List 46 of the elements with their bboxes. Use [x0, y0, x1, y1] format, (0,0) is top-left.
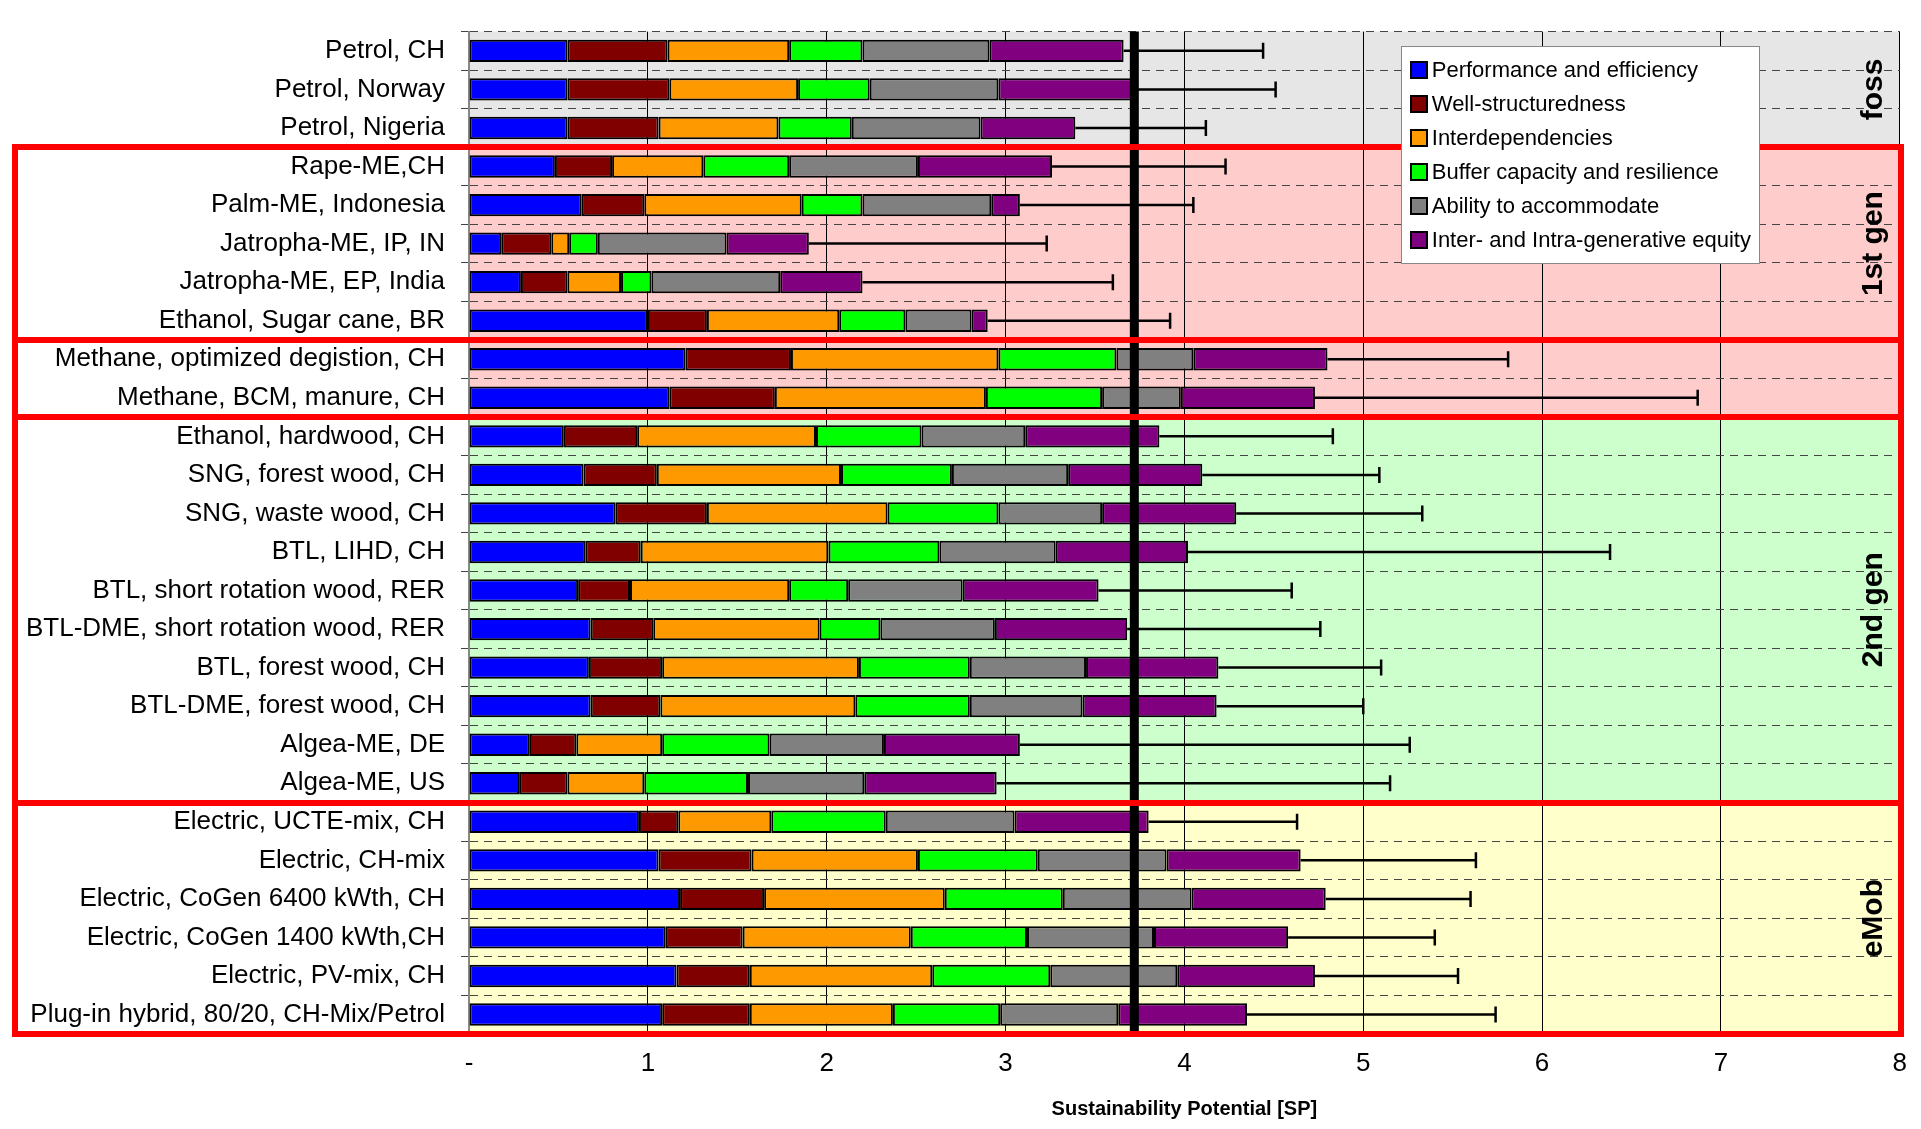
- y-tick-label: Petrol, Nigeria: [280, 111, 446, 142]
- x-tick-label: -: [464, 1046, 474, 1077]
- x-tick-label: 4: [1177, 1046, 1192, 1077]
- band-label: eMob: [1855, 879, 1889, 958]
- band-label: 2nd gen: [1855, 552, 1889, 668]
- y-tick-label: Electric, CoGen 6400 kWth, CH: [79, 882, 446, 913]
- y-tick-label: SNG, forest wood, CH: [187, 458, 446, 489]
- y-tick-label: Electric, CH-mix: [258, 843, 446, 874]
- x-tick-label: 7: [1713, 1046, 1729, 1077]
- y-tick-label: Methane, optimized degistion, CH: [54, 342, 446, 373]
- y-tick-label: Methane, BCM, manure, CH: [117, 380, 446, 411]
- y-tick-label: BTL, LIHD, CH: [271, 535, 446, 566]
- y-tick-label: Jatropha-ME, IP, IN: [220, 226, 446, 257]
- y-tick-label: BTL, forest wood, CH: [196, 650, 446, 681]
- y-tick-label: Ethanol, hardwood, CH: [176, 419, 446, 450]
- y-tick-label: BTL-DME, short rotation wood, RER: [25, 612, 446, 643]
- legend-label: Ability to accommodate: [1431, 192, 1660, 219]
- band-label: 1st gen: [1855, 191, 1889, 297]
- y-tick-label: Algea-ME, DE: [280, 727, 446, 758]
- y-tick-label: Rape-ME,CH: [290, 149, 446, 180]
- y-tick-label: Palm-ME, Indonesia: [210, 188, 446, 219]
- y-tick-label: Petrol, Norway: [274, 72, 446, 103]
- y-tick-label: SNG, waste wood, CH: [184, 496, 446, 527]
- y-tick-label: Jatropha-ME, EP, India: [179, 265, 446, 296]
- y-tick-label: BTL, short rotation wood, RER: [92, 573, 446, 604]
- legend-label: Performance and efficiency: [1431, 56, 1698, 83]
- y-tick-label: Electric, CoGen 1400 kWth,CH: [86, 920, 446, 951]
- x-tick-label: 5: [1356, 1046, 1371, 1077]
- x-tick-label: 8: [1892, 1046, 1907, 1077]
- x-tick-label: 2: [819, 1046, 834, 1077]
- y-tick-label: Algea-ME, US: [280, 766, 446, 797]
- y-tick-label: Electric, PV-mix, CH: [211, 959, 446, 990]
- y-tick-label: Plug-in hybrid, 80/20, CH-Mix/Petrol: [30, 997, 446, 1028]
- x-tick-label: 6: [1534, 1046, 1550, 1077]
- band-label: foss: [1855, 58, 1889, 121]
- legend-label: Inter- and Intra-generative equity: [1431, 226, 1751, 253]
- x-tick-label: 1: [640, 1046, 656, 1077]
- legend-label: Interdependencies: [1431, 124, 1613, 151]
- x-axis-title: Sustainability Potential [SP]: [1051, 1096, 1318, 1119]
- y-tick-label: Petrol, CH: [325, 34, 446, 65]
- y-tick-label: BTL-DME, forest wood, CH: [130, 689, 446, 720]
- legend-label: Buffer capacity and resilience: [1431, 158, 1719, 185]
- y-tick-label: Electric, UCTE-mix, CH: [173, 804, 446, 835]
- legend-label: Well-structuredness: [1431, 90, 1626, 117]
- x-tick-label: 3: [998, 1046, 1013, 1077]
- y-tick-label: Ethanol, Sugar cane, BR: [158, 303, 446, 334]
